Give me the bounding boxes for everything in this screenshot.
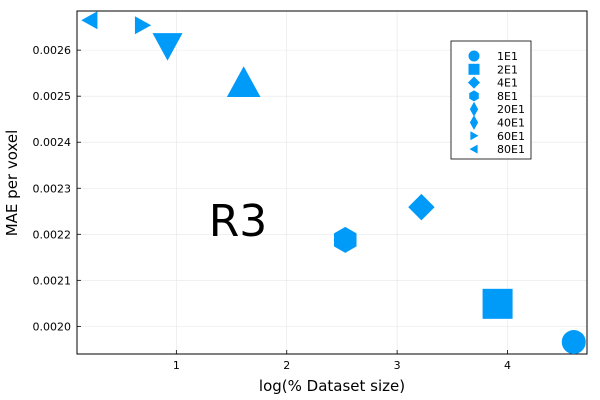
data-point-4e1 [333, 226, 357, 253]
x-axis-title: log(% Dataset size) [259, 377, 405, 395]
y-tick-label: 0.0022 [33, 228, 72, 241]
x-tick-label: 3 [394, 359, 401, 372]
y-tick-label: 0.0020 [33, 320, 72, 333]
legend-marker-8e1 [469, 90, 479, 102]
legend-marker-4e1 [467, 76, 481, 89]
legend-marker-20e1 [469, 101, 479, 117]
legend-marker-2e1 [468, 63, 480, 75]
legend-marker-60e1 [470, 131, 479, 141]
legend-marker-80e1 [469, 144, 478, 154]
data-point-40e1 [152, 33, 183, 61]
y-tick-label: 0.0025 [33, 90, 72, 103]
y-tick-label: 0.0023 [33, 182, 72, 195]
legend-label: 40E1 [497, 117, 525, 130]
legend-marker-1e1 [468, 50, 480, 62]
legend-label: 1E1 [497, 50, 518, 63]
data-point-20e1 [226, 66, 261, 98]
legend-label: 2E1 [497, 63, 518, 76]
data-point-2e1 [482, 288, 513, 319]
legend-box [450, 40, 532, 160]
data-point-60e1 [134, 16, 152, 35]
chart-annotation: R3 [209, 196, 268, 247]
legend-label: 60E1 [497, 130, 525, 143]
x-axis-ticks: 1 2 3 4 [173, 350, 511, 372]
legend-label: 20E1 [497, 103, 525, 116]
plot-frame [76, 10, 588, 355]
legend-label: 80E1 [497, 143, 525, 156]
legend-marker-40e1 [469, 115, 479, 130]
y-axis-title: MAE per voxel [3, 130, 21, 237]
x-tick-label: 4 [504, 359, 511, 372]
y-tick-label: 0.0024 [33, 136, 72, 149]
legend-label: 4E1 [497, 77, 518, 90]
legend-label: 8E1 [497, 90, 518, 103]
data-point-80e1 [81, 11, 98, 30]
data-points [81, 11, 586, 355]
y-tick-label: 0.0026 [33, 44, 72, 57]
data-point-8e1 [408, 193, 435, 221]
data-point-1e1 [561, 330, 586, 355]
y-axis-ticks: 0.0020 0.0021 0.0022 0.0023 0.0024 0.0025 0.00… [33, 44, 81, 333]
x-tick-label: 2 [283, 359, 290, 372]
y-tick-label: 0.0021 [33, 274, 72, 287]
x-tick-label: 1 [173, 359, 180, 372]
